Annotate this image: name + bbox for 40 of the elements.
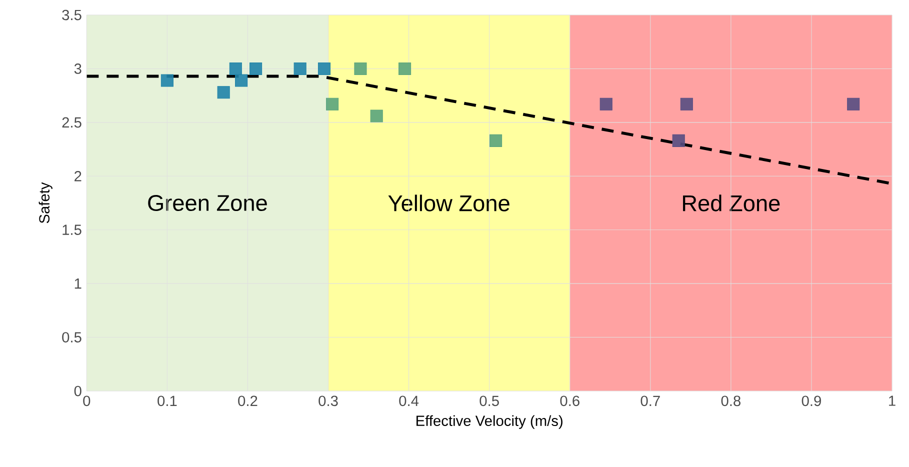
point [229, 62, 242, 75]
x-tick-label: 0.7 [640, 396, 660, 406]
x-tick-label: 0.4 [399, 396, 419, 406]
point [398, 62, 412, 75]
x-tick-label: 0.9 [802, 396, 821, 406]
point [326, 98, 339, 110]
x-tick-label: 0.3 [318, 396, 338, 406]
x-tick-label: 0.8 [721, 396, 740, 406]
x-tick-label: 0.5 [480, 396, 499, 406]
y-tick-label: 3.5 [62, 10, 82, 20]
y-tick-label: 2.5 [62, 117, 82, 128]
y-tick-label: 3 [74, 64, 82, 74]
y-tick-label: 1.5 [62, 224, 82, 235]
point [318, 62, 331, 75]
point [354, 62, 367, 75]
x-axis-title: Effective Velocity (m/s) [416, 415, 562, 429]
point [370, 110, 383, 122]
band-label: Green Zone [148, 194, 267, 212]
point [294, 62, 306, 75]
band-label: Red Zone [683, 194, 780, 212]
point [160, 74, 174, 87]
y-axis-title: Safety [38, 182, 52, 224]
point [490, 134, 502, 147]
x-tick-label: 1 [889, 396, 896, 406]
x-tick-label: 0.6 [560, 396, 580, 406]
point [235, 74, 248, 87]
point [600, 98, 612, 110]
point [250, 62, 262, 75]
x-tick-label: 0.2 [238, 396, 258, 406]
y-tick-label: 1 [74, 278, 82, 289]
y-tick-label: 0 [74, 386, 82, 396]
y-tick-label: 0.5 [62, 332, 82, 342]
point [672, 134, 685, 147]
band-label: Yellow Zone [388, 194, 510, 212]
point [847, 98, 860, 110]
x-tick-label: 0.1 [158, 396, 177, 406]
y-tick-label: 2 [74, 171, 82, 182]
point [217, 86, 230, 99]
x-tick-label: 0 [83, 396, 90, 406]
point [680, 98, 693, 110]
